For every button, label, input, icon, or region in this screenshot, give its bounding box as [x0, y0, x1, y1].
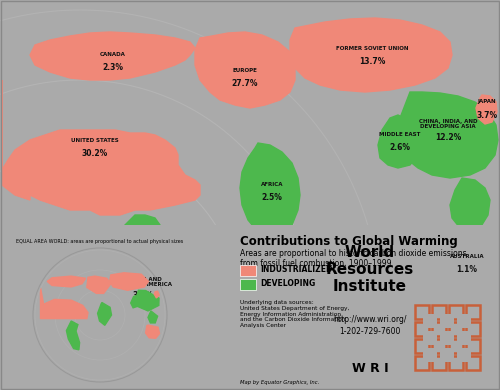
- Polygon shape: [111, 277, 117, 283]
- Text: UNITED STATES: UNITED STATES: [71, 138, 119, 142]
- Polygon shape: [476, 95, 497, 124]
- Polygon shape: [130, 296, 141, 308]
- Text: http://www.wri.org/: http://www.wri.org/: [333, 316, 407, 324]
- Text: DEVELOPING: DEVELOPING: [260, 280, 316, 289]
- Text: FORMER SOVIET UNION: FORMER SOVIET UNION: [336, 46, 408, 51]
- Text: AFRICA: AFRICA: [261, 181, 283, 186]
- FancyBboxPatch shape: [440, 348, 454, 362]
- Text: MIDDLE EAST: MIDDLE EAST: [380, 131, 420, 136]
- Polygon shape: [148, 311, 158, 323]
- Circle shape: [33, 248, 167, 382]
- Text: INDUSTRIALIZED: INDUSTRIALIZED: [260, 266, 332, 275]
- Text: 3.7%: 3.7%: [476, 110, 498, 119]
- FancyBboxPatch shape: [440, 314, 454, 328]
- Text: CHINA, INDIA, AND
DEVELOPING ASIA: CHINA, INDIA, AND DEVELOPING ASIA: [419, 119, 477, 129]
- FancyBboxPatch shape: [457, 314, 471, 328]
- Text: EQUAL AREA WORLD: areas are proportional to actual physical sizes: EQUAL AREA WORLD: areas are proportional…: [16, 239, 183, 245]
- Polygon shape: [47, 276, 86, 287]
- Text: 12.2%: 12.2%: [435, 133, 461, 142]
- Text: W R I: W R I: [352, 362, 389, 374]
- Text: JAPAN: JAPAN: [478, 99, 496, 105]
- Text: Areas are proportional to historic carbon dioxide emissions
from fossil fuel com: Areas are proportional to historic carbo…: [240, 249, 466, 268]
- FancyBboxPatch shape: [457, 331, 471, 345]
- Polygon shape: [66, 321, 80, 350]
- Polygon shape: [296, 32, 322, 60]
- FancyBboxPatch shape: [423, 348, 437, 362]
- Text: Map by Equator Graphics, Inc.: Map by Equator Graphics, Inc.: [240, 380, 320, 385]
- Text: CANADA: CANADA: [100, 51, 126, 57]
- Polygon shape: [136, 290, 159, 311]
- Text: World
Resources
Institute: World Resources Institute: [326, 245, 414, 294]
- Text: EUROPE: EUROPE: [232, 67, 258, 73]
- Polygon shape: [195, 32, 295, 108]
- Polygon shape: [2, 80, 200, 215]
- Text: 13.7%: 13.7%: [359, 57, 385, 67]
- Polygon shape: [110, 273, 148, 290]
- Text: 1-202-729-7600: 1-202-729-7600: [340, 328, 400, 337]
- FancyBboxPatch shape: [440, 331, 454, 345]
- Polygon shape: [146, 325, 160, 338]
- Text: Underlying data sources:
United States Department of Energy,
Energy Information : Underlying data sources: United States D…: [240, 300, 350, 328]
- Polygon shape: [240, 143, 300, 238]
- Polygon shape: [30, 32, 195, 80]
- Polygon shape: [154, 291, 160, 298]
- Text: 2.3%: 2.3%: [102, 62, 124, 71]
- FancyBboxPatch shape: [240, 265, 256, 276]
- Text: 27.7%: 27.7%: [232, 78, 258, 87]
- FancyBboxPatch shape: [457, 348, 471, 362]
- Text: Contributions to Global Warming: Contributions to Global Warming: [240, 235, 458, 248]
- Polygon shape: [87, 276, 111, 293]
- Polygon shape: [398, 92, 498, 178]
- Polygon shape: [450, 178, 490, 232]
- Text: 2.5%: 2.5%: [262, 193, 282, 202]
- FancyBboxPatch shape: [240, 279, 256, 290]
- Polygon shape: [40, 287, 88, 319]
- Polygon shape: [110, 215, 165, 345]
- Text: AUSTRALIA: AUSTRALIA: [450, 255, 484, 259]
- Polygon shape: [290, 18, 452, 92]
- Text: 1.1%: 1.1%: [456, 266, 477, 275]
- FancyBboxPatch shape: [423, 331, 437, 345]
- Polygon shape: [440, 235, 498, 294]
- FancyBboxPatch shape: [0, 225, 500, 390]
- Polygon shape: [98, 303, 112, 325]
- Polygon shape: [378, 115, 420, 168]
- FancyBboxPatch shape: [423, 314, 437, 328]
- Text: 30.2%: 30.2%: [82, 149, 108, 158]
- Text: 2.6%: 2.6%: [390, 142, 410, 151]
- Text: SOUTH AND
CENTRAL AMERICA: SOUTH AND CENTRAL AMERICA: [114, 277, 172, 287]
- Text: 3.8%: 3.8%: [132, 291, 154, 300]
